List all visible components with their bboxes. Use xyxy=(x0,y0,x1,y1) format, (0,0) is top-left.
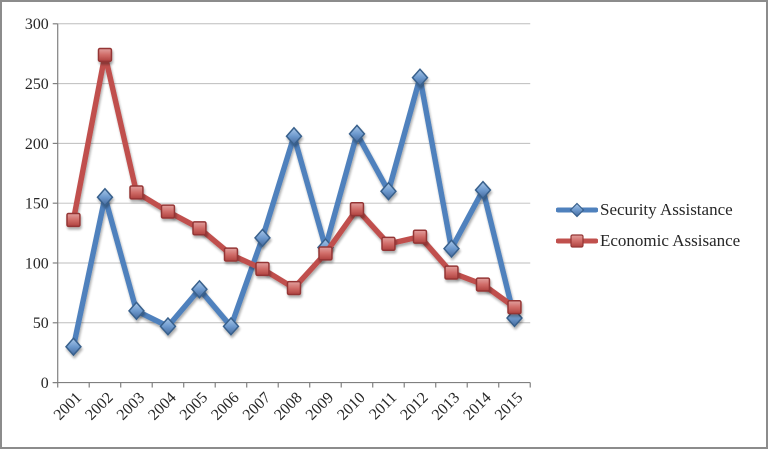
legend-item-economic-assistance: Economic Assisance xyxy=(556,229,740,252)
x-axis-tick-label: 2005 xyxy=(177,389,212,423)
economic-assisance-marker xyxy=(97,47,113,63)
security-assistance-marker xyxy=(128,301,145,321)
security-assistance-marker xyxy=(254,228,271,248)
security-assistance-marker xyxy=(222,316,240,336)
economic-assisance-marker xyxy=(255,261,270,277)
economic-assisance-marker xyxy=(318,246,333,261)
security-assistance-marker xyxy=(411,68,429,88)
economic-assisance-marker xyxy=(66,212,81,228)
x-axis-tick-label: 2004 xyxy=(145,389,180,423)
economic-assisance-marker xyxy=(507,300,522,315)
economic-series-line-square-icon xyxy=(556,232,598,250)
security-assistance-marker xyxy=(191,279,208,299)
x-axis-tick-label: 2012 xyxy=(397,389,432,423)
plot-area: 0501001502002503002001200220032004200520… xyxy=(25,16,531,424)
security-assistance-marker xyxy=(285,126,303,146)
y-axis-tick-label: 250 xyxy=(25,76,49,93)
economic-assisance-marker xyxy=(223,247,239,262)
x-axis-tick-label: 2003 xyxy=(114,389,149,423)
legend-label-security-assistance: Security Assistance xyxy=(600,200,733,219)
economic-assisance-marker xyxy=(381,236,396,252)
y-axis-tick-label: 200 xyxy=(25,136,49,153)
x-axis-tick-label: 2013 xyxy=(429,389,464,423)
security-assistance-marker xyxy=(65,337,82,357)
x-axis-tick-label: 2009 xyxy=(303,389,338,423)
x-axis-tick-label: 2008 xyxy=(271,389,306,423)
x-axis-tick-label: 2007 xyxy=(240,389,275,423)
economic-assisance-marker xyxy=(160,204,176,219)
y-axis-tick-label: 0 xyxy=(41,375,49,392)
x-axis-tick-label: 2006 xyxy=(208,389,243,423)
x-axis-tick-label: 2010 xyxy=(334,389,369,423)
security-assistance-marker xyxy=(380,181,397,201)
legend-item-security-assistance: Security Assistance xyxy=(556,198,740,221)
economic-assisance-marker xyxy=(286,280,302,296)
economic-assisance-marker xyxy=(192,221,207,236)
security-assistance-marker xyxy=(443,239,460,259)
y-axis-tick-label: 100 xyxy=(25,255,49,272)
x-axis-tick-label: 2014 xyxy=(460,389,495,423)
security-series-line-diamond-icon xyxy=(556,201,598,219)
economic-assisance-marker xyxy=(412,229,428,244)
economic-assisance-marker xyxy=(444,265,459,280)
x-axis-tick-label: 2011 xyxy=(366,389,400,423)
security-assistance-marker xyxy=(159,316,177,336)
security-assistance-marker xyxy=(348,124,366,144)
x-axis-tick-label: 2015 xyxy=(492,389,527,423)
y-axis-tick-label: 300 xyxy=(25,16,49,33)
y-axis-tick-label: 150 xyxy=(25,196,49,213)
x-axis-tick-label: 2001 xyxy=(51,389,86,423)
legend: Security Assistance Economic Assisance xyxy=(556,198,740,252)
security-assistance-marker xyxy=(96,187,114,207)
x-axis-tick-label: 2002 xyxy=(82,389,117,423)
economic-assisance-marker xyxy=(129,185,144,200)
security-assistance-marker xyxy=(474,180,492,200)
legend-label-economic-assistance: Economic Assisance xyxy=(600,231,741,250)
y-axis-tick-label: 50 xyxy=(33,315,49,332)
economic-assisance-marker xyxy=(475,277,491,292)
economic-assisance-marker xyxy=(349,201,365,217)
